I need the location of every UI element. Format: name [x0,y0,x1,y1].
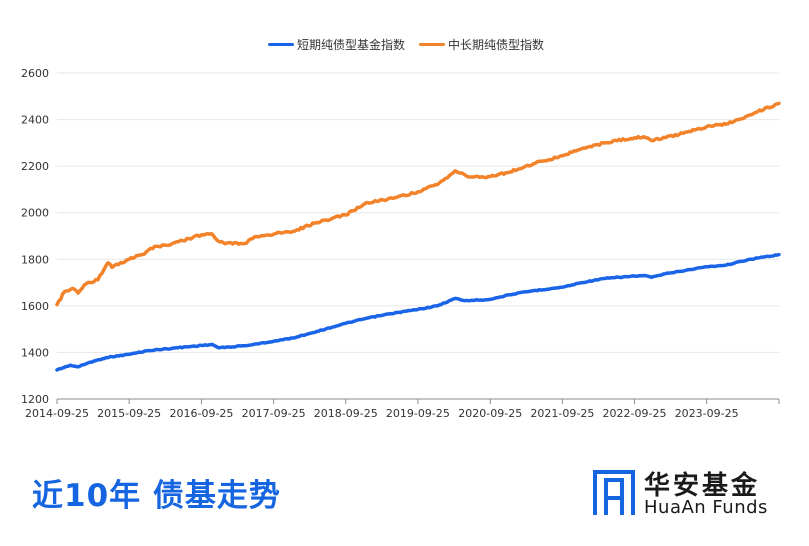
y-tick-label: 1800 [21,253,49,266]
x-tick-label: 2017-09-25 [242,407,306,420]
y-tick-label: 2400 [21,114,49,127]
x-tick-label: 2016-09-25 [170,407,234,420]
legend-swatch-long-term [419,43,446,46]
y-tick-label: 2200 [21,160,49,173]
brand-mark-icon [593,470,635,515]
x-tick-label: 2019-09-25 [386,407,450,420]
x-tick-label: 2021-09-25 [530,407,594,420]
x-tick-label: 2014-09-25 [25,407,89,420]
legend-swatch-short-term [268,43,294,46]
chart-legend: 短期纯债型基金指数 中长期纯债型指数 [268,36,544,53]
brand-name-cn: 华安基金 [644,471,761,501]
legend-label-short-term: 短期纯债型基金指数 [297,38,406,52]
y-tick-label: 1400 [21,346,49,359]
brand-name-en: HuaAn Funds [644,497,768,518]
x-tick-label: 2015-09-25 [97,407,161,420]
footer-title: 近10年 债基走势 [32,478,281,514]
legend-label-long-term: 中长期纯债型指数 [448,38,545,52]
x-axis: 2014-09-25 2015-09-25 2016-09-25 2017-09-25… [25,398,780,420]
brand-logo: 华安基金 HuaAn Funds [592,465,788,523]
y-tick-label: 2000 [21,207,49,220]
legend-item-long-term: 中长期纯债型指数 [419,36,544,53]
x-tick-label: 2023-09-25 [675,407,739,420]
x-tick-label: 2018-09-25 [314,407,378,420]
x-tick-label: 2022-09-25 [603,407,667,420]
y-tick-label: 1600 [21,300,49,313]
series-line-long-term [55,101,781,307]
chart-series [55,101,781,372]
y-tick-label: 1200 [21,393,49,406]
x-tick-label: 2020-09-25 [458,407,522,420]
y-tick-label: 2600 [21,67,49,80]
legend-item-short-term: 短期纯债型基金指数 [268,36,405,53]
chart-grid [57,72,779,353]
series-line-short-term [55,252,781,372]
y-axis: 1200 1400 1600 1800 2000 2200 2400 2600 [21,67,49,406]
